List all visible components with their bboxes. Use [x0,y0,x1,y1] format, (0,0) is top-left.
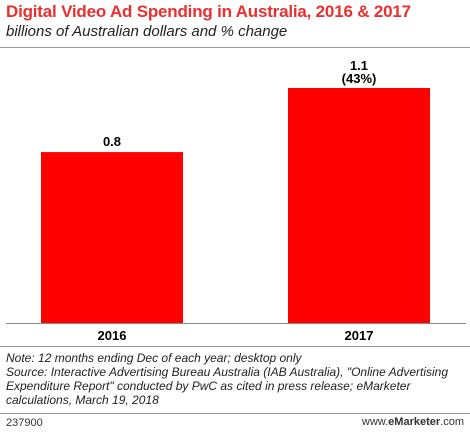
change-label-2017: (43%) [342,71,377,86]
bar-2016 [41,152,183,323]
brand-name: eMarketer [388,416,441,428]
x-tick-label-2016: 2016 [98,328,127,343]
data-label-2017: 1.1 [350,58,368,73]
bar-chart: 0.8 2016 1.1(43%) 2017 [6,58,466,343]
chart-subtitle: billions of Australian dollars and % cha… [6,23,288,40]
brand-suffix: .com [440,416,464,428]
x-tick-label-2017: 2017 [345,328,374,343]
footer-divider [0,413,470,414]
data-label-2016: 0.8 [103,134,121,149]
chart-notes: Note: 12 months ending Dec of each year;… [6,351,466,407]
top-divider [0,47,470,48]
source-text: Source: Interactive Advertising Bureau A… [6,365,452,407]
note-text: Note: 12 months ending Dec of each year;… [6,351,302,365]
chart-id: 237900 [6,417,43,429]
bar-2017 [288,88,430,323]
brand-link[interactable]: www.eMarketer.com [362,416,464,428]
bottom-divider [0,346,470,347]
chart-title: Digital Video Ad Spending in Australia, … [6,2,411,21]
brand-prefix: www. [361,416,389,428]
